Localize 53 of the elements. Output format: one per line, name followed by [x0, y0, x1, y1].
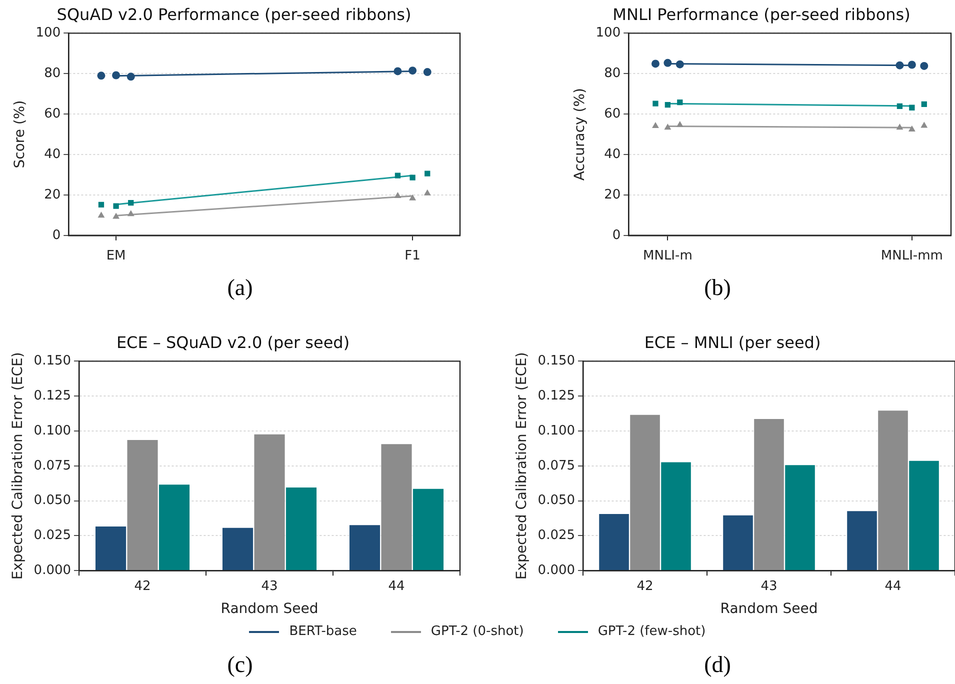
x-tick-label: MNLI-m	[643, 248, 692, 264]
x-tick-label: 44	[388, 578, 405, 594]
y-tick-label: 40	[44, 146, 61, 162]
chart-title: SQuAD v2.0 Performance (per-seed ribbons)	[56, 4, 412, 24]
y-tick-label: 0.125	[538, 388, 576, 404]
y-tick-label: 100	[596, 26, 621, 41]
y-tick-label: 0.075	[34, 458, 72, 474]
legend-label: GPT-2 (0-shot)	[430, 624, 524, 639]
y-tick-label: 0.100	[538, 423, 576, 438]
x-tick-label: 42	[636, 578, 654, 594]
y-tick-label: 0.075	[538, 458, 576, 474]
x-tick-label: 43	[261, 578, 278, 594]
y-axis-title: Expected Calibration Error (ECE)	[514, 352, 530, 580]
y-tick-label: 0.125	[34, 388, 72, 404]
y-tick-label: 0.100	[34, 423, 72, 438]
legend-label: GPT-2 (few-shot)	[598, 624, 706, 639]
y-tick-label: 0.000	[538, 562, 576, 578]
text: (b)	[703, 275, 732, 301]
y-axis-title: Expected Calibration Error (ECE)	[10, 352, 26, 580]
y-axis-title: Score (%)	[12, 100, 28, 168]
x-tick-label: F1	[404, 248, 420, 264]
x-axis-title: Random Seed	[720, 601, 818, 618]
y-tick-label: 0.000	[34, 562, 72, 578]
y-axis-title: Accuracy (%)	[572, 88, 588, 181]
y-tick-label: 0.150	[34, 354, 72, 369]
chart-title: ECE – SQuAD v2.0 (per seed)	[116, 332, 350, 352]
x-tick-label: 42	[134, 578, 151, 594]
y-tick-label: 60	[604, 106, 621, 122]
y-tick-label: 0.025	[538, 528, 576, 544]
y-tick-label: 0	[612, 228, 621, 243]
y-tick-label: 20	[604, 187, 621, 202]
y-tick-label: 60	[44, 106, 61, 122]
x-tick-label: 43	[760, 578, 778, 594]
y-tick-label: 0.050	[538, 493, 576, 508]
legend-label: BERT-base	[289, 624, 357, 639]
x-tick-label: EM	[106, 248, 126, 264]
chart-title: MNLI Performance (per-seed ribbons)	[612, 4, 910, 24]
y-tick-label: 20	[44, 187, 61, 202]
y-tick-label: 0.050	[34, 493, 72, 508]
y-tick-label: 0	[52, 228, 61, 243]
y-tick-label: 40	[604, 146, 621, 162]
x-tick-label: MNLI-mm	[880, 248, 943, 264]
y-tick-label: 80	[604, 66, 621, 82]
x-tick-label: 44	[884, 578, 902, 594]
y-tick-label: 0.025	[34, 528, 72, 544]
text: (c)	[226, 652, 254, 678]
text: (d)	[703, 652, 732, 678]
y-tick-label: 0.150	[538, 354, 576, 369]
chart-title: ECE – MNLI (per seed)	[644, 332, 821, 352]
y-tick-label: 80	[44, 66, 61, 82]
y-tick-label: 100	[36, 26, 61, 41]
text: (a)	[226, 275, 254, 301]
x-axis-title: Random Seed	[220, 601, 318, 618]
